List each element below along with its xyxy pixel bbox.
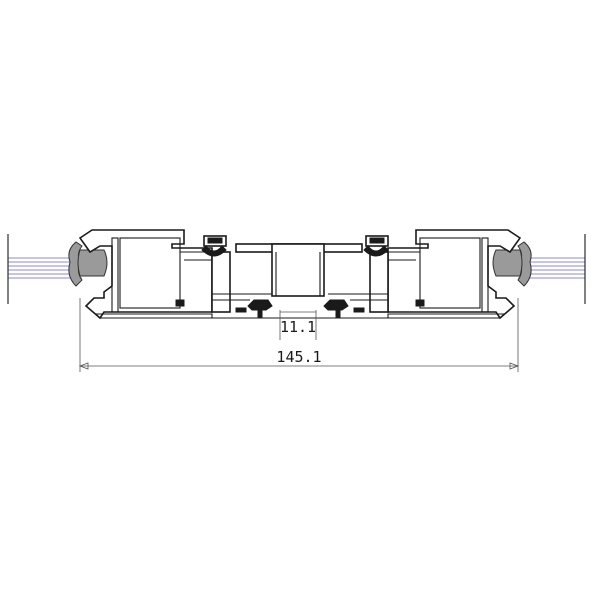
left-glass-pane [7, 234, 82, 304]
right-sash-profile [387, 229, 522, 320]
right-top-clip [363, 235, 389, 257]
left-thermal-break [235, 299, 273, 319]
overall-dimension: 145.1 [78, 298, 520, 372]
inner-dimension: 11.1 [279, 310, 317, 340]
dimension-label-inner: 11.1 [280, 318, 316, 336]
left-gasket [68, 241, 108, 287]
central-mullion [211, 243, 389, 313]
right-thermal-break [323, 299, 365, 319]
left-top-clip [201, 235, 227, 257]
dimension-label-overall: 145.1 [276, 348, 321, 366]
right-gasket [492, 241, 532, 287]
